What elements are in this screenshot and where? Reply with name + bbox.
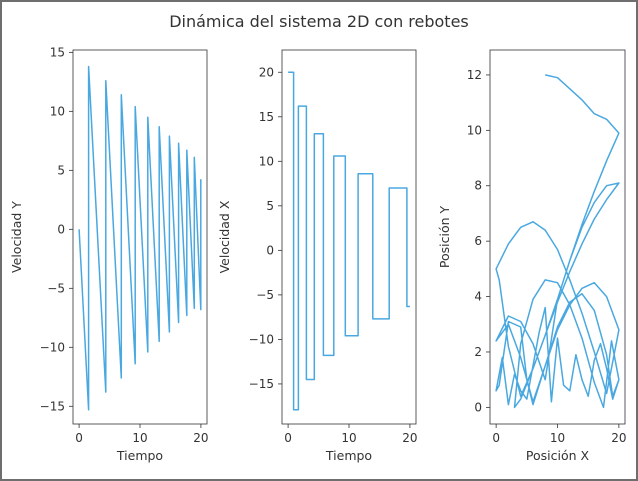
y-tick-label: 0 — [57, 222, 65, 236]
x-tick-label: 10 — [550, 431, 565, 445]
y-tick-label: 12 — [467, 68, 482, 82]
y-tick-label: 20 — [259, 65, 274, 79]
y-tick-label: 0 — [266, 243, 274, 257]
y-tick-label: −15 — [40, 399, 65, 413]
x-tick-label: 0 — [75, 431, 83, 445]
subplot-2: 0 10 20 −15 −10 −5 0 5 10 15 20 Tiempo Velocidad X — [217, 49, 418, 463]
y-tick-label: −5 — [256, 288, 274, 302]
y-tick-label: 10 — [467, 123, 482, 137]
subplot-3: 0 10 20 0 2 4 6 8 10 12 Posición X Posición Y — [437, 49, 627, 463]
y-tick-label: 10 — [50, 104, 65, 118]
y-axis-label: Velocidad X — [217, 200, 232, 273]
x-axis-label: Tiempo — [116, 448, 163, 463]
y-tick-label: 5 — [266, 199, 274, 213]
y-tick-label: −10 — [40, 340, 65, 354]
y-tick-label: 4 — [474, 290, 482, 304]
y-tick-label: −10 — [249, 332, 274, 346]
x-tick-label: 10 — [132, 431, 147, 445]
y-tick-label: 10 — [259, 154, 274, 168]
y-tick-label: 15 — [259, 110, 274, 124]
y-tick-label: 2 — [474, 345, 482, 359]
subplot-1: 0 10 20 −15 −10 −5 0 5 10 15 Tiempo Velocidad Y — [9, 45, 209, 463]
series-line-1-1 — [78, 65, 202, 411]
y-tick-label: 0 — [474, 400, 482, 414]
y-tick-label: −5 — [47, 281, 65, 295]
y-axis-label: Velocidad Y — [9, 201, 24, 273]
x-axis-label: Posición X — [526, 448, 590, 463]
y-tick-label: 15 — [50, 45, 65, 59]
series-line-3-1 — [495, 74, 620, 409]
figure-title: Dinámica del sistema 2D con rebotes — [169, 12, 469, 31]
y-tick-label: 5 — [57, 163, 65, 177]
y-tick-label: −15 — [249, 377, 274, 391]
x-tick-label: 0 — [492, 431, 500, 445]
x-tick-label: 0 — [284, 431, 292, 445]
y-tick-label: 8 — [474, 179, 482, 193]
y-axis-label: Posición Y — [437, 206, 452, 269]
x-tick-label: 20 — [402, 431, 417, 445]
series-line-2-1 — [288, 71, 410, 411]
axes-frame — [489, 49, 626, 425]
x-tick-label: 20 — [193, 431, 208, 445]
y-tick-label: 6 — [474, 234, 482, 248]
x-axis-label: Tiempo — [325, 448, 372, 463]
x-tick-label: 10 — [341, 431, 356, 445]
x-tick-label: 20 — [611, 431, 626, 445]
